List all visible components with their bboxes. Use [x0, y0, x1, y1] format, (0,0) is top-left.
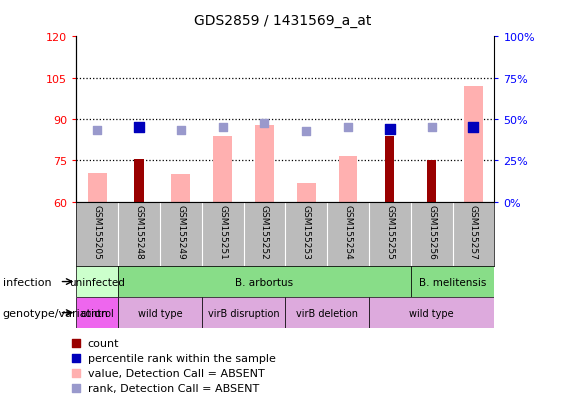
- Point: [469, 125, 478, 131]
- Point: [427, 125, 436, 131]
- Text: count: count: [88, 338, 119, 348]
- Bar: [134, 160, 144, 202]
- Text: infection: infection: [3, 277, 51, 287]
- Text: wild type: wild type: [138, 308, 182, 318]
- Text: GSM155253: GSM155253: [302, 204, 311, 259]
- Text: GSM155254: GSM155254: [344, 204, 353, 259]
- Bar: [76, 297, 118, 328]
- Text: B. arbortus: B. arbortus: [236, 277, 293, 287]
- Bar: [427, 161, 436, 202]
- Bar: [285, 297, 369, 328]
- Point: [385, 126, 394, 133]
- Point: [302, 129, 311, 135]
- Text: rank, Detection Call = ABSENT: rank, Detection Call = ABSENT: [88, 383, 259, 393]
- Text: GSM155252: GSM155252: [260, 204, 269, 259]
- Text: wild type: wild type: [410, 308, 454, 318]
- Bar: [338, 157, 358, 202]
- Bar: [464, 87, 483, 202]
- Text: virB disruption: virB disruption: [208, 308, 279, 318]
- Bar: [255, 125, 274, 202]
- Text: control: control: [80, 308, 114, 318]
- Text: percentile rank within the sample: percentile rank within the sample: [88, 353, 276, 363]
- Text: value, Detection Call = ABSENT: value, Detection Call = ABSENT: [88, 368, 264, 378]
- Text: GSM155249: GSM155249: [176, 204, 185, 259]
- Text: GDS2859 / 1431569_a_at: GDS2859 / 1431569_a_at: [194, 14, 371, 28]
- Bar: [411, 266, 494, 297]
- Point: [260, 121, 269, 127]
- Text: GSM155248: GSM155248: [134, 204, 144, 259]
- Bar: [76, 266, 118, 297]
- Bar: [171, 175, 190, 202]
- Text: GSM155205: GSM155205: [93, 204, 102, 259]
- Bar: [369, 297, 494, 328]
- Bar: [118, 297, 202, 328]
- Point: [218, 125, 227, 131]
- Text: B. melitensis: B. melitensis: [419, 277, 486, 287]
- Point: [93, 128, 102, 134]
- Bar: [385, 136, 394, 202]
- Point: [344, 125, 353, 131]
- Text: virB deletion: virB deletion: [296, 308, 358, 318]
- Text: GSM155251: GSM155251: [218, 204, 227, 259]
- Text: GSM155257: GSM155257: [469, 204, 478, 259]
- Text: GSM155256: GSM155256: [427, 204, 436, 259]
- Bar: [213, 136, 232, 202]
- Text: GSM155255: GSM155255: [385, 204, 394, 259]
- Bar: [118, 266, 411, 297]
- Text: genotype/variation: genotype/variation: [3, 308, 109, 318]
- Bar: [297, 183, 316, 202]
- Point: [176, 128, 185, 134]
- Bar: [88, 173, 107, 202]
- Text: uninfected: uninfected: [69, 277, 125, 287]
- Point: [134, 125, 144, 131]
- Bar: [202, 297, 285, 328]
